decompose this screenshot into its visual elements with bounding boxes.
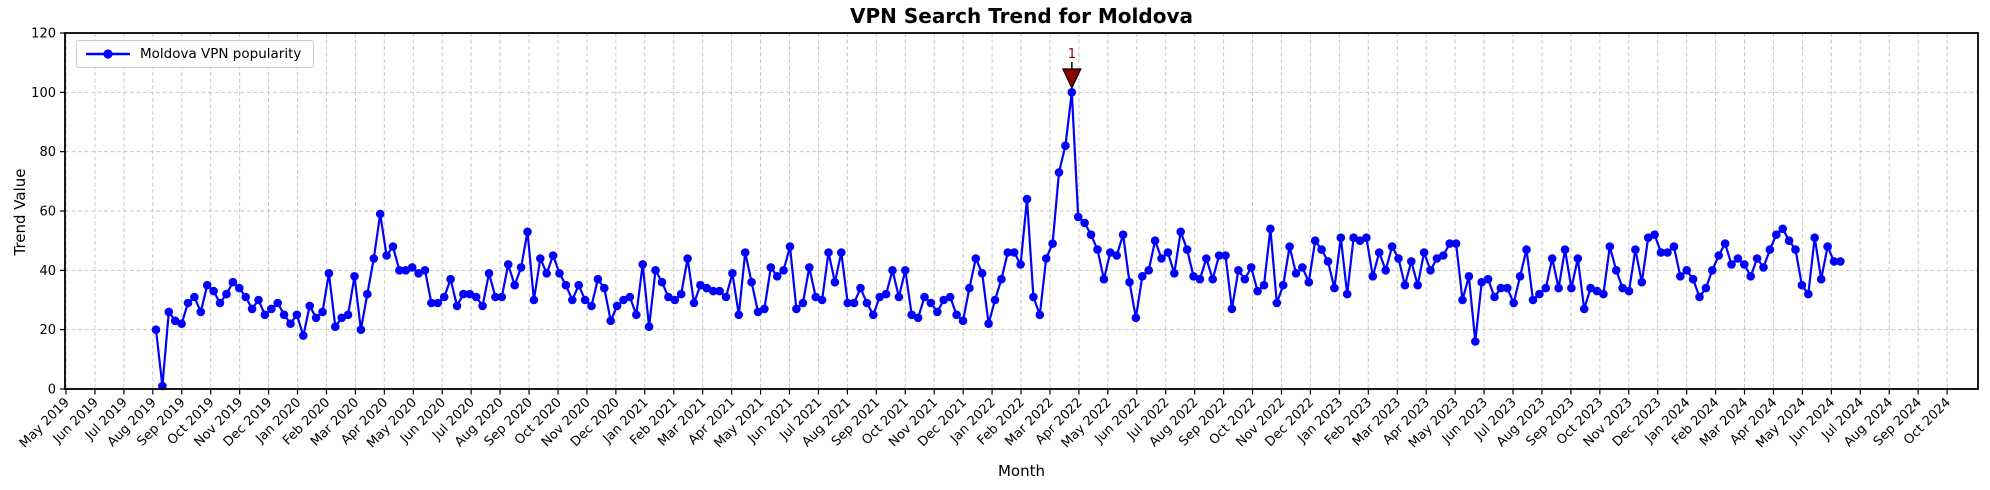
legend: Moldova VPN popularity [76, 40, 315, 68]
plot-border [64, 32, 1979, 390]
peak-annotation: 1 [1061, 47, 1082, 90]
legend-label: Moldova VPN popularity [140, 46, 302, 62]
svg-text:20: 20 [39, 323, 56, 338]
peak-annotation-label: 1 [1068, 47, 1076, 62]
chart-title: VPN Search Trend for Moldova [850, 4, 1193, 28]
svg-text:0: 0 [48, 383, 56, 398]
svg-text:80: 80 [39, 145, 56, 160]
svg-text:120: 120 [31, 27, 56, 42]
svg-text:60: 60 [39, 205, 56, 220]
trend-line [154, 92, 1841, 387]
y-tick-labels: 0 20 40 60 80 100 120 [31, 27, 65, 398]
svg-text:100: 100 [31, 86, 56, 101]
data-point-markers [151, 88, 1845, 391]
svg-text:40: 40 [39, 264, 56, 279]
legend-line-marker-icon [86, 49, 130, 59]
y-axis-label: Trend Value [11, 168, 29, 256]
x-axis-label: Month [997, 462, 1045, 480]
